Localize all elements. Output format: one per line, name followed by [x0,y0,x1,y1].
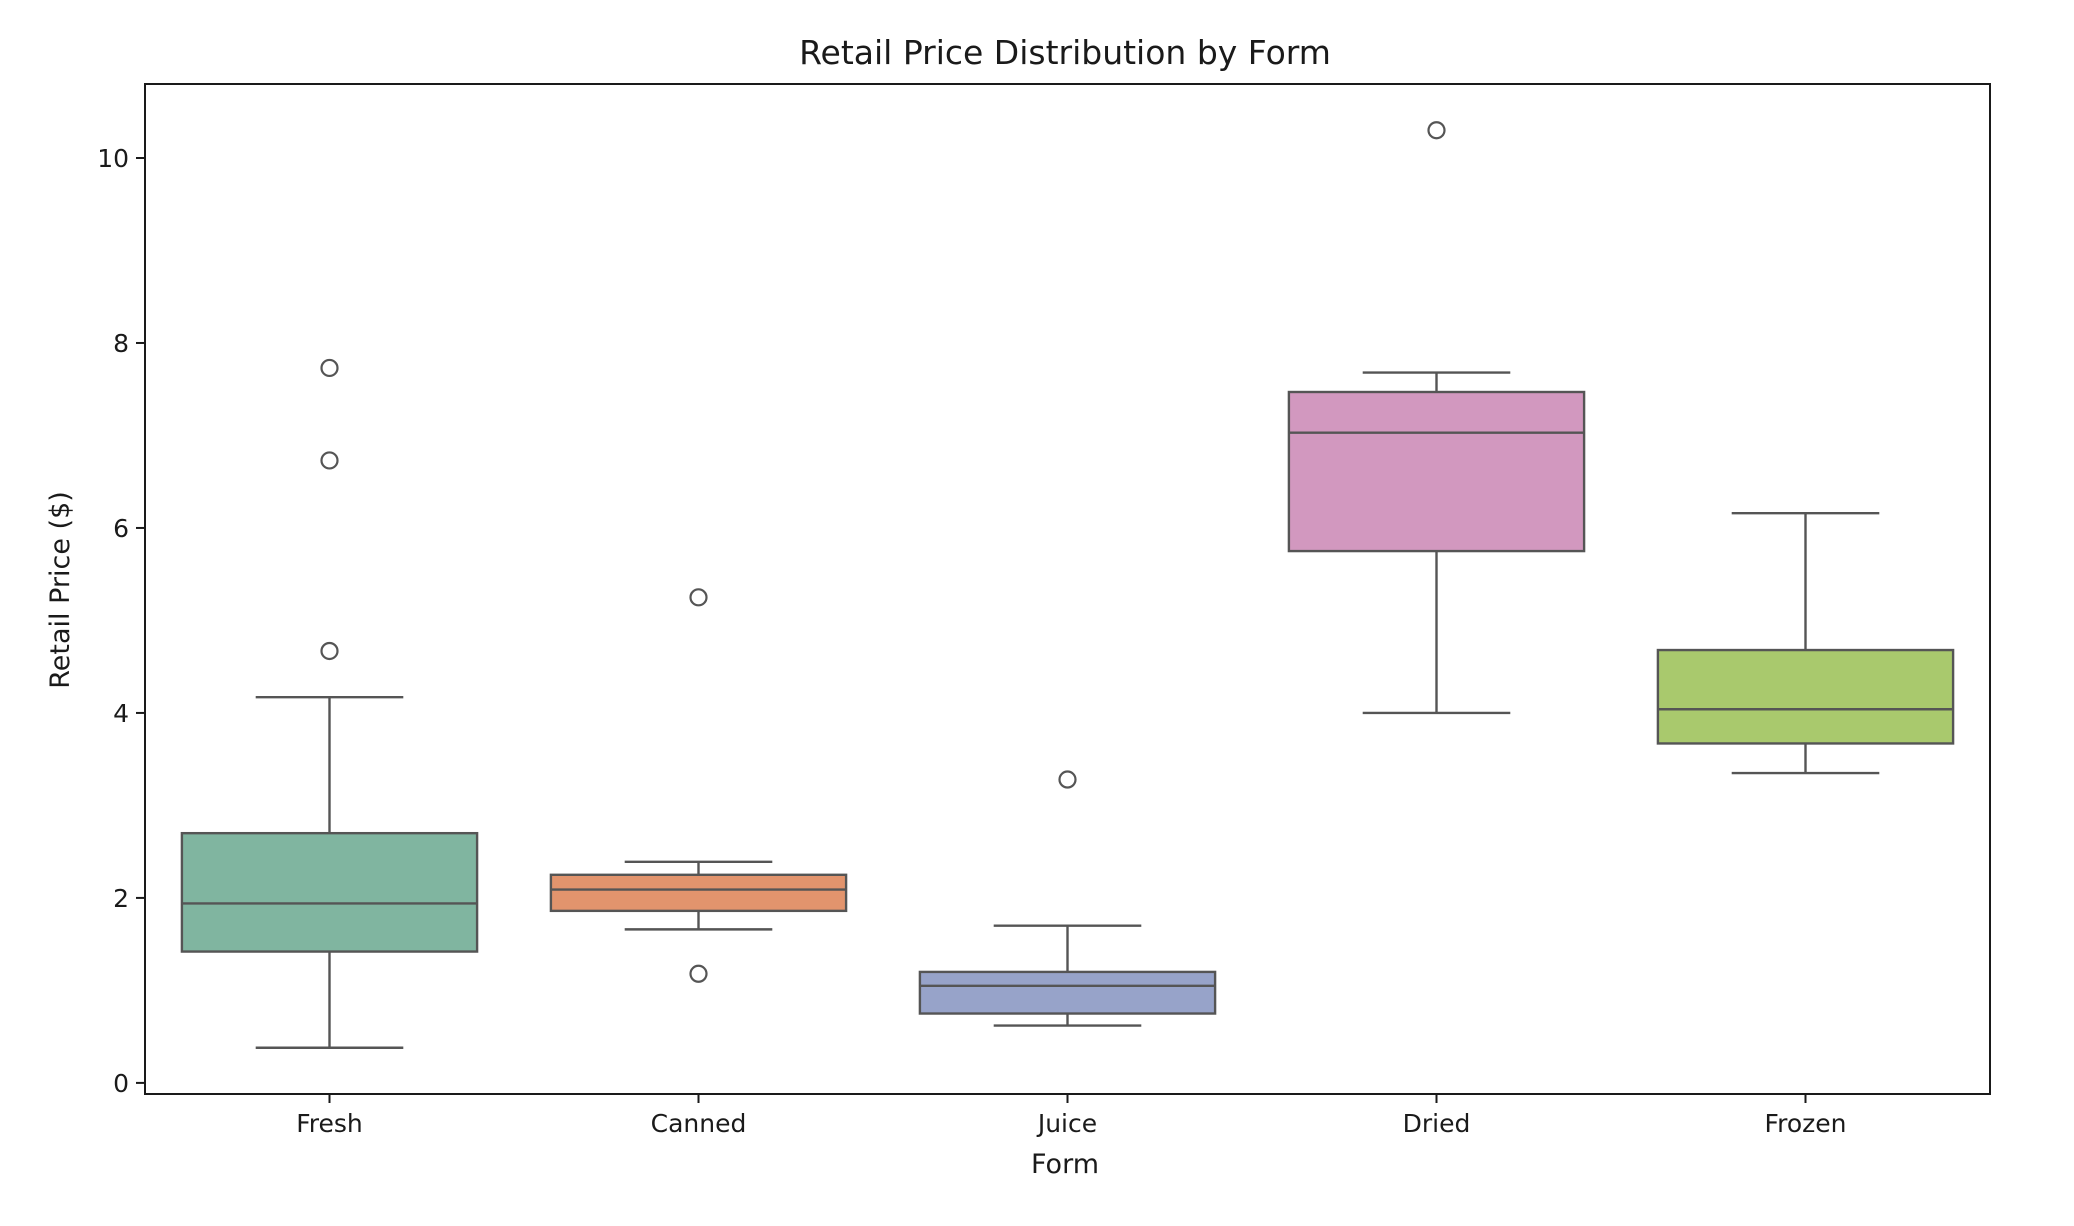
x-tick-label: Dried [1403,1109,1471,1138]
outlier-point [320,641,339,661]
y-tick-label: 0 [113,1069,129,1098]
box-dried [1287,121,1586,715]
box-canned [549,588,848,983]
box-frozen [1656,511,1955,775]
y-tick-label: 10 [97,144,129,173]
outlier-point [689,588,708,607]
iqr-box [180,831,479,953]
outlier-point [1427,121,1446,140]
box-fresh [180,358,479,1049]
y-tick-label: 6 [113,514,129,543]
x-tick-label: Juice [1036,1109,1097,1138]
iqr-box [1287,390,1586,553]
x-axis: Fresh Canned Juice Dried Frozen [296,1094,1846,1138]
box-juice [918,770,1217,1027]
y-tick-label: 8 [113,329,129,358]
y-axis: 0 2 4 6 8 10 [97,144,145,1098]
iqr-box [918,970,1217,1015]
plot-area [144,83,1991,1095]
outlier-point [320,358,339,378]
y-axis-label: Retail Price ($) [45,491,76,689]
y-tick-label: 4 [113,699,129,728]
y-tick-label: 2 [113,884,129,913]
iqr-box [1656,648,1955,745]
iqr-box [549,873,848,913]
outlier-point [320,451,339,470]
outlier-point [689,964,708,983]
x-axis-label: Form [1031,1149,1099,1180]
x-tick-label: Canned [651,1109,747,1138]
chart-title: Retail Price Distribution by Form [799,33,1331,72]
outlier-point [1058,770,1077,789]
x-tick-label: Frozen [1765,1109,1847,1138]
x-tick-label: Fresh [296,1109,363,1138]
